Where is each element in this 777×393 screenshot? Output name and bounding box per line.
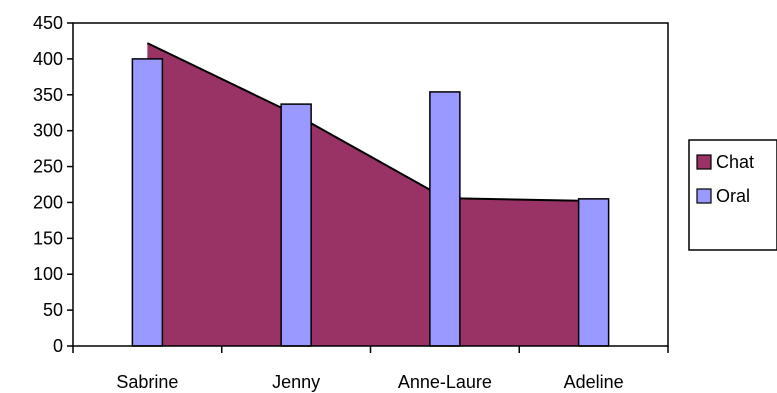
chat-area-line: [146, 42, 594, 203]
y-tick-label: 50: [43, 300, 63, 320]
y-tick-label: 100: [33, 264, 63, 284]
y-tick-label: 250: [33, 157, 63, 177]
legend-label-oral: Oral: [716, 186, 750, 206]
chat-area: [147, 43, 594, 346]
oral-bar-jenny: [280, 103, 312, 347]
y-tick-label: 0: [53, 336, 63, 356]
y-tick-label: 200: [33, 192, 63, 212]
y-tick-label: 350: [33, 85, 63, 105]
legend-label-chat: Chat: [716, 152, 754, 172]
x-tick-label-adeline: Adeline: [564, 372, 624, 392]
y-tick-label: 300: [33, 121, 63, 141]
oral-bar-anne-laure: [429, 91, 461, 347]
chat-area-series: [146, 42, 594, 346]
oral-bar-adeline: [577, 198, 610, 347]
x-tick-label-sabrine: Sabrine: [116, 372, 178, 392]
axes: 0 50 100 150 200 250 300 350 400 450 Sabrine Jenny A…: [33, 13, 669, 392]
legend-swatch-chat: [696, 154, 712, 170]
legend: Chat Oral: [688, 139, 777, 251]
x-tick-label-jenny: Jenny: [272, 372, 320, 392]
legend-swatch-oral: [696, 188, 712, 204]
y-tick-label: 150: [33, 228, 63, 248]
oral-bar-sabrine: [131, 58, 164, 347]
y-tick-label: 400: [33, 49, 63, 69]
x-tick-label-anne-laure: Anne-Laure: [398, 372, 492, 392]
y-tick-label: 450: [33, 13, 63, 33]
